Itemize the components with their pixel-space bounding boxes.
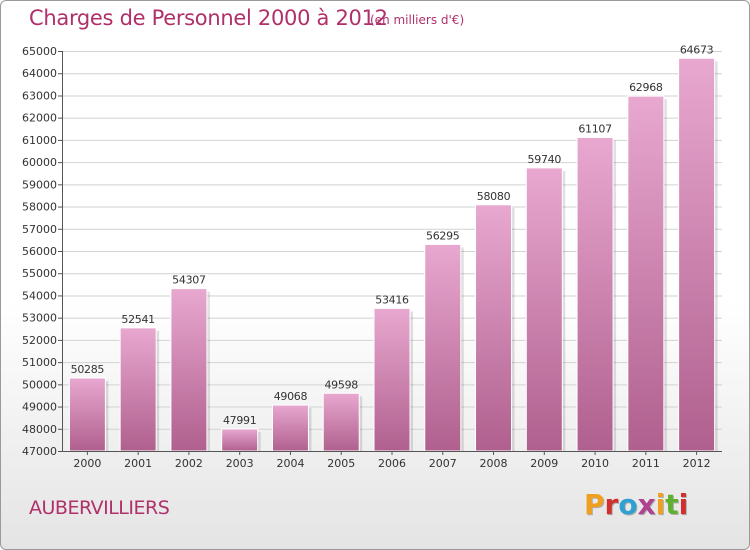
- logo-letter: r: [604, 488, 619, 521]
- x-tick-label: 2002: [175, 457, 203, 470]
- data-label: 64673: [680, 43, 714, 56]
- y-tick-label: 62000: [22, 112, 57, 125]
- y-tick-label: 49000: [22, 401, 57, 414]
- y-tick-label: 58000: [22, 201, 57, 214]
- y-tick-label: 65000: [22, 45, 57, 58]
- x-tick-label: 2000: [73, 457, 101, 470]
- y-axis: 47000 48000 49000 50000 51000 52000 53000 54000…: [22, 45, 722, 458]
- y-tick-label: 63000: [22, 89, 57, 102]
- y-tick-label: 61000: [22, 134, 57, 147]
- bar-2011: [627, 95, 665, 452]
- x-tick-label: 2012: [683, 457, 711, 470]
- y-tick-label: 59000: [22, 178, 57, 191]
- y-tick-label: 53000: [22, 312, 57, 325]
- data-label: 62968: [629, 81, 663, 94]
- y-tick-label: 52000: [22, 334, 57, 347]
- data-label: 52541: [121, 313, 155, 326]
- y-tick-label: 47000: [22, 445, 57, 458]
- bar-2008: [475, 204, 513, 452]
- x-axis: 2000 2001 2002 2003 2004 2005 2006 2007 2008 2009…: [73, 451, 711, 470]
- y-tick-label: 54000: [22, 289, 57, 302]
- bar-2009: [525, 167, 563, 452]
- bar-2000: [68, 377, 106, 452]
- logo-letter: i: [655, 488, 666, 521]
- y-tick-label: 51000: [22, 356, 57, 369]
- x-tick-label: 2003: [226, 457, 254, 470]
- logo-letter: i: [678, 488, 689, 521]
- data-label: 49598: [324, 378, 358, 391]
- data-label: 50285: [71, 363, 105, 376]
- chart-title: Charges de Personnel 2000 à 2012: [29, 6, 388, 30]
- x-tick-label: 2008: [480, 457, 508, 470]
- y-tick-label: 56000: [22, 245, 57, 258]
- city-name: AUBERVILLIERS: [29, 497, 170, 519]
- x-tick-label: 2010: [581, 457, 609, 470]
- bar-2010: [576, 137, 614, 452]
- proxiti-logo: Proxiti: [584, 488, 688, 521]
- x-tick-label: 2001: [124, 457, 152, 470]
- bars: [68, 57, 718, 452]
- y-tick-label: 50000: [22, 378, 57, 391]
- data-label: 47991: [223, 414, 257, 427]
- x-tick-label: 2011: [632, 457, 660, 470]
- data-label: 54307: [172, 274, 206, 287]
- x-tick-label: 2006: [378, 457, 406, 470]
- y-tick-label: 64000: [22, 67, 57, 80]
- x-tick-label: 2007: [429, 457, 457, 470]
- bar-2003: [221, 428, 259, 452]
- data-label: 53416: [375, 293, 409, 306]
- x-tick-label: 2005: [327, 457, 355, 470]
- y-tick-label: 57000: [22, 223, 57, 236]
- bar-2005: [322, 392, 360, 452]
- data-label: 56295: [426, 229, 460, 242]
- y-tick-label: 48000: [22, 423, 57, 436]
- chart-unit: (en milliers d'€): [370, 13, 465, 27]
- y-tick-label: 60000: [22, 156, 57, 169]
- logo-letter: x: [637, 488, 656, 521]
- data-label: 61107: [578, 123, 612, 136]
- bar-2012: [678, 57, 716, 452]
- x-tick-label: 2009: [530, 457, 558, 470]
- data-label: 58080: [477, 190, 511, 203]
- data-label: 59740: [528, 153, 562, 166]
- bar-2002: [170, 288, 208, 452]
- bar-2004: [271, 404, 309, 452]
- data-label: 49068: [274, 390, 308, 403]
- bar-2001: [119, 327, 157, 452]
- bar-2006: [373, 307, 411, 452]
- data-labels: 50285 52541 54307 47991 49068 49598 53416 56295…: [71, 43, 714, 427]
- bar-2007: [424, 243, 462, 452]
- x-tick-label: 2004: [276, 457, 304, 470]
- y-tick-label: 55000: [22, 267, 57, 280]
- logo-letter: P: [584, 488, 605, 521]
- logo-letter: t: [665, 488, 679, 521]
- logo-letter: o: [618, 488, 638, 521]
